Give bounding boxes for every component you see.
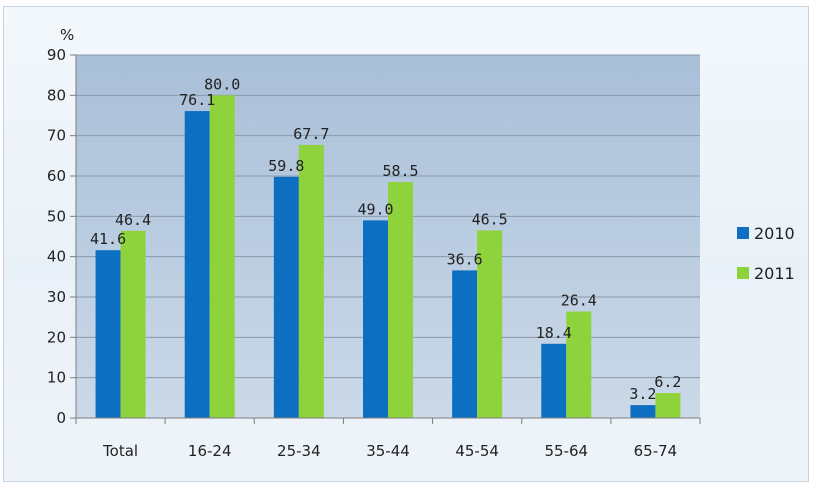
bar-2011-Total (120, 230, 146, 418)
y-tick-label: 20 (47, 328, 66, 346)
data-label-2010-16-24: 76.1 (179, 91, 215, 109)
legend: 2010 2011 (737, 224, 795, 283)
y-axis-unit-label: % (60, 26, 74, 44)
y-tick-label: 10 (47, 369, 66, 387)
data-labels: 41.646.4 76.180.0 59.8 67.7 49.0 58.5 36.6 46.5… (90, 75, 681, 403)
bar-2010-25-34 (273, 176, 299, 418)
y-tick-label: 30 (47, 288, 66, 306)
x-tick-label: 16-24 (188, 442, 232, 460)
y-tick-label: 0 (56, 409, 66, 427)
y-tick-label: 60 (47, 167, 66, 185)
bar-2011-45-54 (477, 230, 503, 418)
data-label-2010-65-74: 3.2 (629, 385, 656, 403)
legend-label-2010: 2010 (754, 224, 795, 243)
x-tick-label: Total (102, 442, 138, 460)
x-tick-label: 45-54 (455, 442, 499, 460)
data-label-2011-Total: 46.4 (115, 211, 151, 229)
y-tick-label: 70 (47, 127, 66, 145)
bar-2011-65-74 (655, 392, 681, 418)
data-label-2011-35-44: 58.5 (382, 162, 418, 180)
bar-2010-16-24 (184, 111, 210, 419)
axes: 0 10 20 30 40 50 60 70 80 90 Total 16-24 25-34 35-44 4… (47, 46, 701, 460)
data-label-2010-45-54: 36.6 (447, 250, 483, 268)
y-tick-label: 90 (47, 46, 66, 64)
data-label-2010-35-44: 49.0 (357, 200, 393, 218)
y-tick-label: 80 (47, 86, 66, 104)
data-label-2011-25-34: 67.7 (293, 125, 329, 143)
data-label-2011-16-24: 80.0 (204, 75, 240, 93)
legend-label-2011: 2011 (754, 264, 795, 283)
legend-swatch-2011 (737, 267, 749, 279)
bar-2010-55-64 (541, 343, 567, 418)
y-tick-label: 40 (47, 248, 66, 266)
bar-2011-35-44 (388, 182, 413, 418)
data-label-2010-Total: 41.6 (90, 230, 126, 248)
data-label-2010-25-34: 59.8 (268, 157, 304, 175)
bar-2010-Total (95, 250, 121, 418)
x-tick-label: 35-44 (366, 442, 410, 460)
bar-2011-55-64 (566, 311, 592, 418)
bars (95, 95, 681, 419)
x-tick-label: 25-34 (277, 442, 321, 460)
data-label-2011-55-64: 26.4 (561, 292, 597, 310)
legend-swatch-2010 (737, 227, 749, 239)
data-label-2011-45-54: 46.5 (472, 210, 508, 228)
bar-2010-35-44 (363, 220, 388, 418)
data-label-2010-55-64: 18.4 (536, 324, 572, 342)
y-tick-label: 50 (47, 207, 66, 225)
x-tick-label: 65-74 (634, 442, 678, 460)
bar-2010-45-54 (452, 270, 478, 418)
data-label-2011-65-74: 6.2 (654, 373, 681, 391)
bar-2011-25-34 (298, 144, 324, 418)
bar-2011-16-24 (209, 95, 235, 418)
bar-2010-65-74 (630, 405, 656, 418)
x-tick-label: 55-64 (544, 442, 588, 460)
